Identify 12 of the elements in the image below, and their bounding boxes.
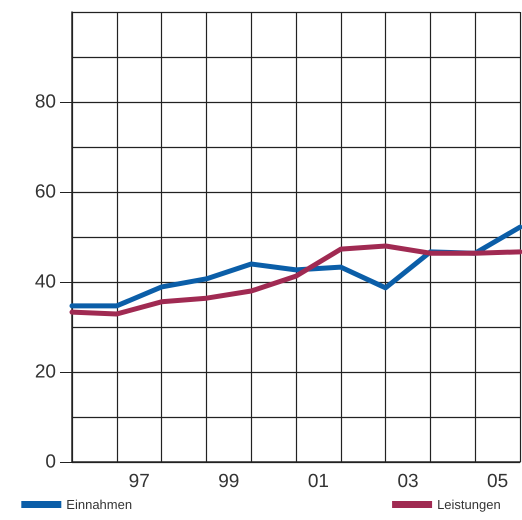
y-tick-label: 0 [45,452,56,472]
x-tick-label: 99 [218,471,240,492]
x-tick-label: 03 [397,471,419,492]
y-tick-label: 80 [34,92,56,112]
x-tick-label: 05 [487,471,508,492]
legend-label: Einnahmen [66,497,132,512]
y-tick-label: 20 [34,362,56,382]
x-tick-label: 97 [128,471,150,492]
legend-label: Leistungen [437,497,501,512]
x-tick-label: 01 [308,471,329,492]
y-tick-label: 60 [34,182,56,202]
y-tick-label: 40 [34,272,56,292]
